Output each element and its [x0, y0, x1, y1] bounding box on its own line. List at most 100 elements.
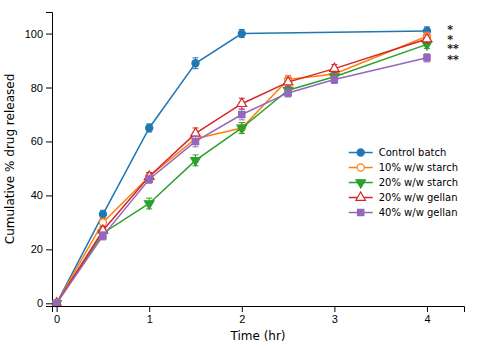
point	[192, 60, 199, 67]
series-line	[57, 44, 427, 303]
error-bar-cap	[193, 154, 199, 155]
legend-item: 20% w/w gellan	[349, 192, 458, 203]
error-bar-cap	[239, 109, 245, 110]
tick-label: 0	[54, 313, 60, 325]
point	[237, 125, 247, 133]
tick-mark	[46, 195, 52, 196]
legend-item: 40% w/w gellan	[349, 207, 458, 218]
error-bar-cap	[193, 57, 199, 58]
tick: 2	[239, 306, 245, 325]
legend-item: 20% w/w starch	[349, 177, 458, 188]
tick-label: 4	[424, 313, 430, 325]
y-axis: 0 20 40 60 80 100	[25, 13, 53, 310]
error-bar-cap	[193, 68, 199, 69]
x-axis-title: Time (hr)	[229, 329, 285, 343]
point	[330, 63, 340, 71]
error-bar-cap	[193, 146, 199, 147]
legend-label: 20% w/w gellan	[379, 192, 458, 203]
error-bar	[239, 109, 245, 120]
tick-label: 3	[332, 313, 338, 325]
error-bar	[100, 232, 106, 240]
point	[146, 124, 153, 131]
error-bar-cap	[331, 72, 337, 73]
series-line	[57, 58, 427, 303]
point	[331, 76, 337, 82]
error-bar-cap	[146, 198, 152, 199]
point	[422, 42, 432, 50]
tick: 100	[25, 28, 52, 40]
point	[424, 55, 430, 61]
tick-label: 20	[31, 243, 43, 255]
tick-label: 80	[31, 82, 43, 94]
series-line	[57, 36, 427, 303]
series	[53, 32, 430, 306]
point	[53, 300, 60, 306]
legend-label: Control batch	[379, 147, 447, 158]
legend-item: 10% w/w starch	[349, 162, 458, 173]
error-bar-cap	[285, 86, 291, 87]
tick-mark	[427, 306, 428, 312]
series	[53, 54, 430, 306]
chart-container: 01234020406080100******Control batch10% …	[0, 0, 478, 348]
axis-line	[46, 13, 53, 307]
error-bar-cap	[239, 122, 245, 123]
error-bar	[424, 54, 430, 62]
series	[53, 27, 430, 306]
tick-mark	[149, 306, 150, 312]
legend-label: 10% w/w starch	[379, 162, 458, 173]
point	[283, 77, 293, 85]
point	[330, 74, 340, 82]
point	[100, 233, 106, 239]
point	[191, 128, 201, 136]
error-bar	[331, 75, 337, 83]
marks	[52, 27, 432, 306]
tick-mark	[334, 306, 335, 312]
tick-label: 0	[37, 297, 43, 309]
point	[238, 30, 245, 37]
tick-mark	[57, 306, 58, 312]
legend-symbol	[356, 180, 366, 188]
tick-mark	[242, 306, 243, 312]
error-bar	[239, 30, 245, 38]
error-bar	[193, 136, 199, 147]
tick: 20	[31, 243, 52, 255]
tick: 4	[424, 306, 430, 325]
error-bar	[146, 124, 152, 132]
tick: 60	[31, 135, 52, 147]
error-bar-cap	[424, 43, 430, 44]
point	[192, 138, 198, 144]
legend-symbol	[357, 149, 364, 156]
error-bar	[193, 58, 199, 69]
point	[53, 300, 59, 306]
series	[52, 33, 432, 306]
legend-symbol	[356, 192, 366, 200]
chart: 01234020406080100******Control batch10% …	[0, 0, 478, 348]
point	[237, 98, 247, 106]
point	[239, 111, 245, 117]
y-axis-title: Cumulative % drug released	[3, 74, 17, 244]
error-bar-cap	[193, 136, 199, 137]
error-bar	[146, 175, 152, 183]
point	[285, 90, 291, 96]
point	[53, 300, 60, 306]
tick-mark	[46, 303, 52, 304]
tick-mark	[46, 249, 52, 250]
series-line	[57, 39, 427, 303]
point	[283, 87, 293, 95]
tick: 40	[31, 189, 52, 201]
tick: 80	[31, 82, 52, 94]
annotation: **	[447, 53, 459, 66]
error-bar	[285, 89, 291, 97]
error-bar-cap	[239, 109, 245, 110]
point	[191, 158, 201, 166]
tick-label: 100	[25, 28, 43, 40]
tick-label: 1	[147, 313, 153, 325]
tick-mark	[46, 34, 52, 35]
legend: Control batch 10% w/w starch 20% w/w starc…	[349, 147, 458, 218]
point	[146, 176, 152, 182]
error-bar-cap	[285, 86, 291, 87]
tick-label: 60	[31, 135, 43, 147]
series	[52, 40, 432, 306]
axis-line	[53, 307, 465, 313]
point	[99, 211, 106, 218]
